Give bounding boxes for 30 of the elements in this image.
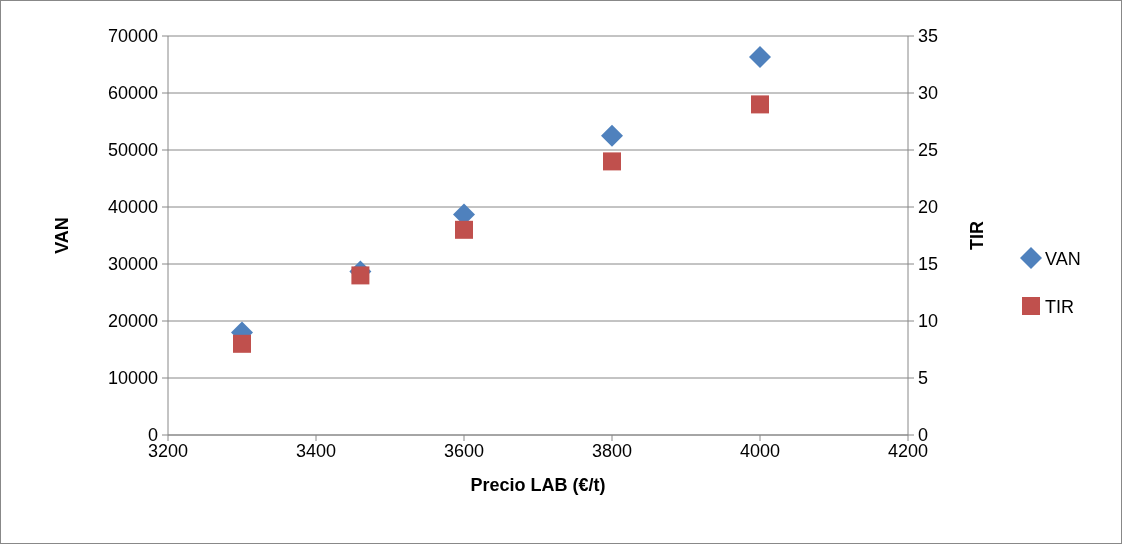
y-tick-label: 70000: [107, 26, 158, 46]
point: [601, 124, 623, 147]
y2-tick-label: 30: [918, 83, 939, 103]
y2-tick-label: 20: [918, 197, 939, 217]
point: [455, 220, 473, 239]
x-tick-label: 3800: [591, 441, 633, 461]
y2-axis-title: TIR: [967, 221, 987, 250]
y2-tick-label: 15: [918, 254, 939, 274]
point: [233, 334, 251, 353]
point: [749, 46, 771, 69]
x-tick-label: 3400: [295, 441, 337, 461]
x-axis-title: Precio LAB (€/t): [470, 475, 606, 495]
x-tick-label: 4000: [739, 441, 781, 461]
y-tick-label: 20000: [107, 311, 158, 331]
y-tick-label: 50000: [107, 140, 158, 160]
y-axis-title: VAN: [52, 217, 72, 254]
legend-label: VAN: [1045, 249, 1081, 269]
y2-tick-label: 5: [918, 368, 929, 388]
point: [351, 266, 370, 285]
y-tick-label: 60000: [107, 83, 158, 103]
x-tick-label: 3600: [443, 441, 485, 461]
y2-tick-label: 35: [918, 26, 939, 46]
point: [603, 152, 621, 171]
point: [751, 95, 769, 114]
y-tick-label: 10000: [107, 368, 158, 388]
y-tick-label: 40000: [107, 197, 158, 217]
y2-tick-label: 25: [918, 140, 939, 160]
y2-tick-label: 10: [918, 311, 939, 331]
legend-label: TIR: [1045, 297, 1074, 317]
y-tick-label: 30000: [107, 254, 158, 274]
